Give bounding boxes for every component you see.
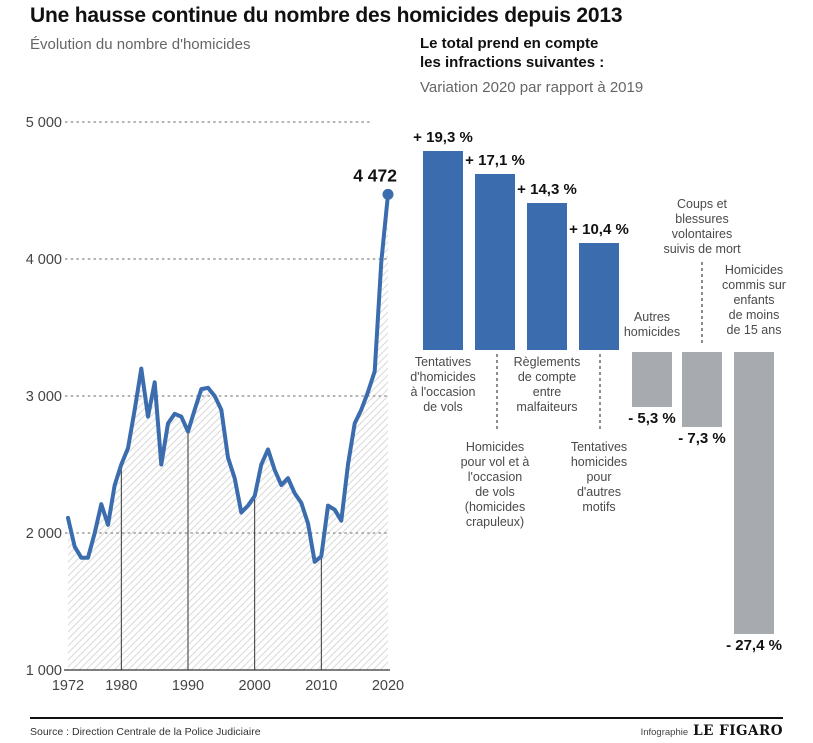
figaro-logo: LE FIGARO (693, 723, 783, 739)
y-tick-label: 5 000 (26, 115, 62, 131)
bar-chart-title: Le total prend en compte les infractions… (420, 34, 604, 72)
x-tick-label: 2000 (239, 678, 271, 694)
credit-label: Infographie (640, 727, 689, 738)
bar-category-label: Homicides commis sur enfants de moins de… (722, 263, 786, 337)
bar-positive (579, 242, 619, 350)
bar-chart-subtitle: Variation 2020 par rapport à 2019 (420, 79, 644, 96)
credit: Infographie LE FIGARO (641, 723, 783, 739)
y-tick-label: 4 000 (26, 252, 62, 268)
bar-positive (475, 173, 515, 350)
page-title: Une hausse continue du nombre des homici… (30, 4, 623, 27)
bar-positive (527, 202, 567, 350)
end-value-label: 4 472 (353, 165, 397, 185)
bar-value-label: - 27,4 % (726, 637, 782, 655)
y-tick-label: 3 000 (26, 389, 62, 405)
footer-divider (30, 717, 783, 719)
bar-value-label: + 17,1 % (465, 151, 525, 169)
bar-value-label: - 5,3 % (628, 409, 676, 427)
x-tick-label: 2010 (305, 678, 337, 694)
x-tick-label: 1972 (52, 678, 84, 694)
bar-chart-title-line2: les infractions suivantes : (420, 54, 605, 71)
bar-category-label: Tentatives d'homicides à l'occasion de v… (410, 355, 476, 414)
bar-category-label: Règlements de compte entre malfaiteurs (513, 355, 581, 414)
bar-negative (632, 352, 672, 407)
bar-value-label: + 19,3 % (413, 129, 473, 147)
bar-category-label: Coups et blessures volontaires suivis de… (663, 197, 741, 256)
bar-chart-title-line1: Le total prend en compte (420, 35, 599, 52)
x-tick-label: 1980 (105, 678, 137, 694)
x-tick-label: 2020 (372, 678, 404, 694)
bar-value-label: - 7,3 % (678, 430, 726, 448)
y-tick-label: 2 000 (26, 526, 62, 542)
bar-category-label: Tentatives homicides pour d'autres motif… (570, 440, 628, 514)
homicides-line (66, 192, 390, 564)
bar-negative (734, 352, 774, 635)
bar-value-label: + 10,4 % (569, 220, 629, 238)
end-dot (382, 188, 394, 200)
bar-category-label: Homicides pour vol et à l'occasion de vo… (460, 440, 530, 529)
y-tick-label: 1 000 (26, 663, 62, 679)
bar-value-label: + 14,3 % (517, 180, 577, 198)
bar-negative (682, 352, 722, 428)
line-chart-title: Évolution du nombre d'homicides (30, 36, 251, 53)
hatch-area (68, 194, 388, 671)
bar-category-label: Autres homicides (623, 310, 681, 339)
bar-positive (423, 151, 463, 350)
x-tick-label: 1990 (172, 678, 204, 694)
source-note: Source : Direction Centrale de la Police… (30, 726, 261, 738)
